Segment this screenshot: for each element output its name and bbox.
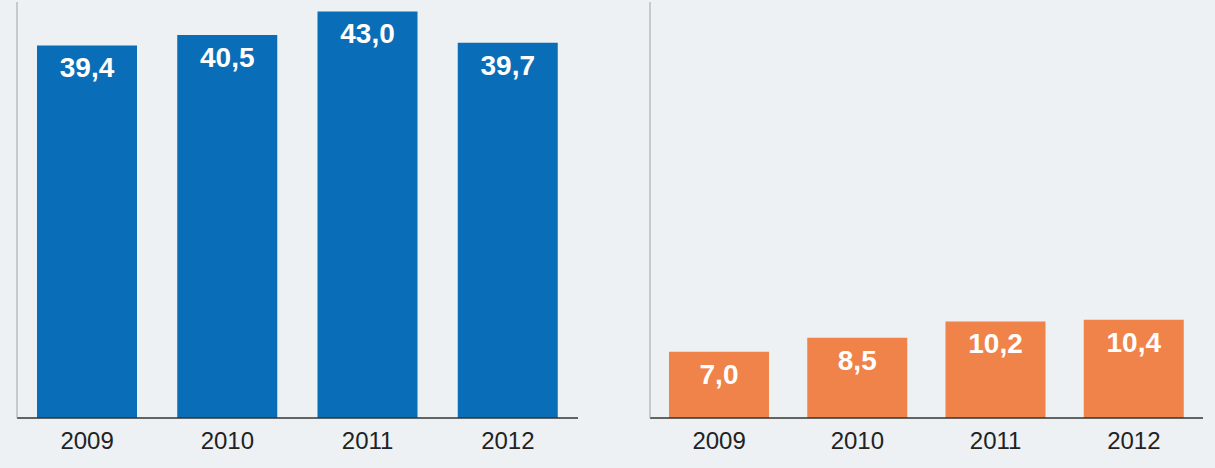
- svg-text:2012: 2012: [1107, 427, 1160, 454]
- svg-text:40,5: 40,5: [200, 42, 255, 73]
- svg-text:8,5: 8,5: [838, 345, 877, 376]
- svg-text:2010: 2010: [831, 427, 884, 454]
- svg-text:2011: 2011: [970, 427, 1022, 454]
- svg-text:2012: 2012: [481, 427, 534, 454]
- svg-text:2011: 2011: [342, 427, 394, 454]
- svg-text:2009: 2009: [60, 427, 113, 454]
- svg-text:39,7: 39,7: [481, 50, 536, 81]
- svg-text:2010: 2010: [201, 427, 254, 454]
- svg-text:2009: 2009: [692, 427, 745, 454]
- svg-text:39,4: 39,4: [60, 52, 115, 83]
- svg-text:7,0: 7,0: [700, 359, 739, 390]
- svg-text:43,0: 43,0: [340, 18, 395, 49]
- svg-text:10,4: 10,4: [1107, 327, 1162, 358]
- svg-text:10,2: 10,2: [968, 328, 1023, 359]
